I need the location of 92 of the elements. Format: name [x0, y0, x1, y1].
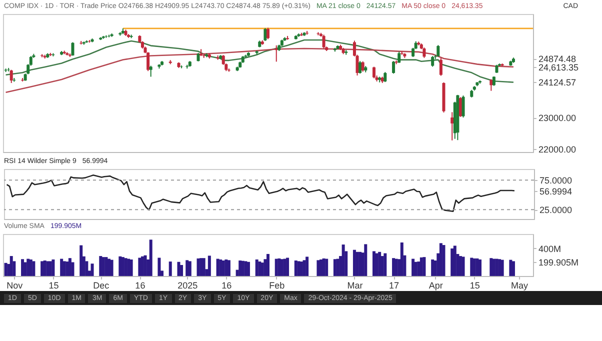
bar [60, 258, 64, 276]
bar [478, 259, 482, 276]
bar [325, 258, 328, 276]
y-tick-label: 56.9994 [540, 186, 572, 196]
bar [450, 248, 454, 276]
bar [40, 261, 44, 276]
bar [266, 254, 270, 276]
bar [71, 262, 74, 276]
x-tick-label: Feb [269, 280, 285, 290]
bar [177, 262, 180, 276]
bar [99, 256, 102, 276]
y-tick-label: 24124.57 [538, 78, 576, 88]
bar [138, 258, 142, 276]
bar [118, 256, 122, 276]
candlestick [361, 60, 364, 72]
candlestick [392, 60, 396, 74]
bar [80, 245, 83, 276]
y-tick-label: 23000.00 [538, 113, 576, 123]
bar [384, 253, 387, 276]
bar [352, 250, 356, 276]
candlestick [439, 57, 442, 76]
candlestick [462, 95, 465, 118]
x-tick-label: May [511, 280, 529, 290]
candlestick [450, 112, 454, 141]
x-tick-label: 17 [389, 280, 400, 290]
bar [21, 259, 24, 276]
bar [462, 256, 465, 276]
bar [372, 251, 376, 276]
x-tick-label: 15 [470, 280, 480, 290]
bar [509, 260, 512, 276]
bar [149, 240, 152, 276]
x-tick-label: 16 [222, 280, 232, 290]
bar [442, 245, 446, 276]
candlestick [431, 56, 434, 68]
bar [316, 260, 320, 276]
candlestick [384, 72, 387, 83]
candlestick [358, 60, 362, 74]
line-series [5, 48, 514, 94]
bar [52, 259, 55, 276]
bar [227, 260, 230, 276]
x-tick-label: 16 [135, 280, 146, 290]
y-tick-label: 400M [538, 244, 562, 254]
y-tick-label: 24874.48 [538, 54, 576, 64]
candlestick [422, 47, 426, 58]
bar [158, 258, 161, 276]
bar [512, 261, 515, 276]
bar [202, 258, 206, 276]
candlestick [322, 34, 326, 49]
bar [110, 260, 114, 276]
y-tick-label: 22000.00 [538, 144, 576, 154]
line-series [6, 174, 516, 212]
bar [470, 258, 474, 276]
bar [364, 244, 368, 276]
bar [238, 260, 242, 276]
bar [130, 259, 133, 276]
bar [400, 242, 404, 276]
y-tick-label: 24,613.35 [538, 62, 579, 72]
x-tick-label: Apr [428, 280, 443, 290]
candlestick [180, 64, 184, 69]
bar [246, 262, 250, 276]
candlestick [398, 51, 401, 64]
bar [168, 262, 172, 276]
bar [490, 258, 493, 276]
candlestick [372, 66, 376, 79]
bar [412, 258, 415, 276]
bar [180, 264, 184, 276]
y-tick-label: 75.0000 [540, 176, 572, 186]
bar [422, 257, 426, 276]
bar [392, 258, 396, 276]
bar [306, 256, 309, 276]
x-tick-label: Mar [347, 280, 363, 290]
x-tick-label: Dec [93, 280, 110, 290]
candlestick [490, 78, 493, 92]
candlestick [264, 28, 267, 42]
x-tick-label: Nov [6, 280, 24, 290]
y-tick-label: 199.905M [538, 258, 579, 268]
candlestick [458, 96, 462, 118]
bar [500, 260, 504, 276]
x-tick-label: 15 [48, 280, 59, 290]
bar [286, 258, 290, 276]
candlestick [149, 65, 152, 78]
candlestick [71, 42, 74, 56]
x-tick-label: 2025 [178, 280, 198, 290]
bar [32, 261, 36, 276]
bar [90, 264, 94, 276]
bar [188, 261, 192, 276]
candlestick [10, 69, 13, 84]
y-tick-label: 25.0000 [540, 205, 572, 216]
candlestick [266, 27, 270, 40]
bar [186, 260, 189, 276]
bar [431, 259, 434, 276]
bar [208, 256, 211, 276]
